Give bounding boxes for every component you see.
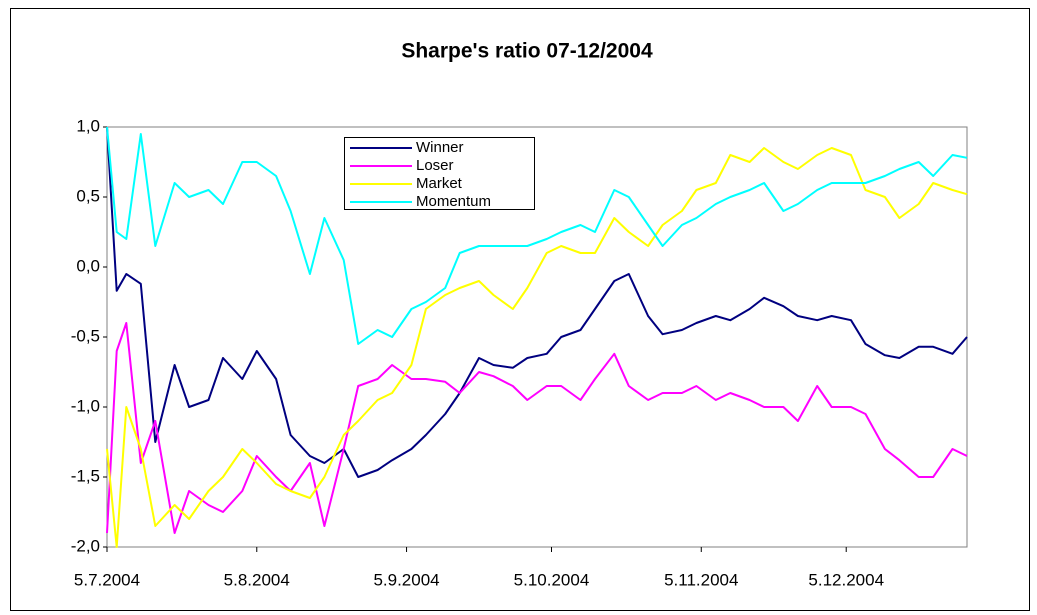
legend-label: Market (416, 175, 463, 192)
series-line (106, 126, 968, 478)
legend-label: Winner (416, 139, 464, 156)
plot-area (106, 126, 968, 548)
x-tick-label: 5.10.2004 (514, 570, 590, 589)
y-tick-label: -2,0 (71, 536, 100, 555)
series-line (106, 147, 968, 548)
y-tick-label: 0,0 (76, 256, 100, 275)
y-tick-label: -0,5 (71, 326, 100, 345)
x-tick-label: 5.11.2004 (664, 570, 738, 589)
chart-title: Sharpe's ratio 07-12/2004 (401, 40, 653, 63)
y-tick-label: 0,5 (76, 186, 100, 205)
x-tick-label: 5.8.2004 (224, 570, 290, 589)
x-tick-label: 5.7.2004 (74, 570, 140, 589)
y-tick-label: 1,0 (76, 116, 100, 135)
legend-label: Loser (416, 157, 454, 174)
legend-label: Momentum (416, 193, 491, 210)
series-line (106, 126, 968, 345)
y-tick-label: -1,0 (71, 396, 100, 415)
x-tick-label: 5.9.2004 (373, 570, 439, 589)
legend-box (344, 137, 535, 210)
series-line (106, 322, 968, 534)
x-tick-label: 5.12.2004 (808, 570, 884, 589)
y-tick-label: -1,5 (71, 466, 100, 485)
